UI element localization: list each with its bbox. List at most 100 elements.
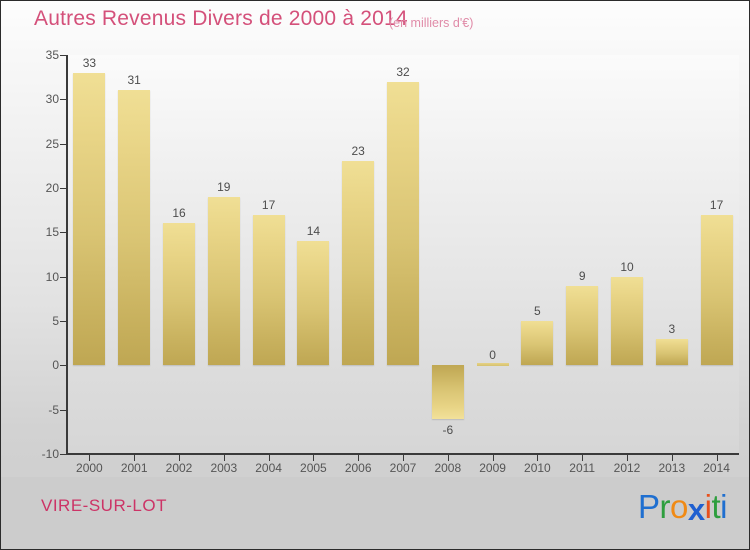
y-axis-tick-label: 0	[13, 359, 59, 371]
bar[interactable]	[297, 241, 330, 366]
bar-value-label: 16	[172, 206, 186, 221]
bar-value-label: 5	[534, 304, 541, 318]
bar[interactable]	[566, 285, 599, 366]
x-axis-tick-label: 2000	[76, 461, 103, 475]
x-axis-tick	[179, 455, 180, 461]
bar[interactable]	[252, 214, 285, 366]
y-axis-tick-label: 30	[13, 93, 59, 105]
logo-letter-o: o	[670, 488, 688, 525]
y-axis-tick-label-text: 10	[45, 269, 59, 284]
bar-value-label: 14	[306, 224, 321, 239]
y-axis-tick	[60, 409, 67, 411]
y-axis-tick	[60, 188, 67, 189]
x-axis-tick-label: 2001	[120, 461, 148, 475]
bar-value-label: 3	[668, 321, 676, 336]
x-axis-tick-label: 2012	[613, 461, 641, 475]
y-axis-tick	[60, 143, 67, 145]
commune-name: VIRE-SUR-LOT	[41, 496, 167, 515]
x-axis-tick-label: 2006	[344, 461, 372, 475]
y-axis-tick-label: 10	[13, 271, 59, 283]
y-axis-tick-label: 15	[13, 226, 59, 238]
x-axis-tick	[134, 455, 136, 461]
bar-value-label: 9	[578, 268, 586, 283]
y-axis-tick-label: 5	[13, 315, 59, 327]
logo-letter-i-first: i	[704, 488, 712, 525]
x-axis-tick	[313, 455, 315, 461]
y-axis-tick-label-text: -5	[48, 402, 59, 417]
y-axis-tick-label-text: 35	[45, 48, 59, 62]
y-axis-tick	[60, 99, 67, 101]
y-axis-tick-label-text: 15	[45, 225, 59, 240]
bar-value-label: 31	[127, 73, 141, 88]
logo-letter-i-second: i	[720, 488, 727, 525]
y-axis-tick-label: -5	[13, 404, 59, 416]
x-axis-tick-label: 2008	[434, 461, 462, 475]
x-axis-tick	[671, 455, 673, 461]
bar[interactable]	[73, 72, 106, 366]
bar-value-label: 17	[261, 197, 276, 212]
y-axis-tick-label-text: -10	[41, 447, 59, 461]
x-axis-tick	[627, 455, 628, 461]
x-axis-tick-label: 2005	[300, 461, 327, 475]
logo-letter-x: x	[687, 492, 705, 527]
x-axis-tick-label: 2004	[255, 461, 282, 475]
y-axis-tick-label-text: 0	[52, 358, 59, 373]
y-axis-tick-label-text: 5	[52, 314, 59, 328]
x-axis-tick	[403, 455, 404, 461]
y-axis-tick	[60, 321, 67, 322]
x-axis-tick	[447, 455, 449, 461]
logo-letter-t: t	[711, 488, 721, 525]
y-axis-tick-label: 25	[13, 138, 59, 150]
y-axis-tick-label: 35	[13, 49, 59, 61]
x-axis-tick-label: 2010	[524, 461, 551, 475]
logo-letter-p: P	[638, 488, 660, 525]
y-axis-tick	[60, 365, 67, 367]
y-axis-tick-label: -10	[13, 448, 59, 460]
x-axis-tick	[223, 455, 225, 461]
x-axis-tick-label: 2011	[569, 461, 596, 475]
x-axis-tick-label: 2007	[389, 461, 417, 475]
bar[interactable]	[700, 214, 733, 366]
x-axis-tick	[716, 455, 718, 461]
x-axis-tick	[582, 455, 584, 461]
x-axis-tick	[358, 455, 360, 461]
bar-value-label: 23	[351, 144, 365, 159]
x-axis-tick-label: 2003	[210, 461, 238, 475]
page-title: Autres Revenus Divers de 2000 à 2014	[34, 7, 408, 30]
y-axis-tick	[60, 232, 67, 234]
x-axis-tick-label: 2002	[165, 461, 193, 475]
bar-value-label: 19	[217, 179, 231, 194]
bar-value-label: 10	[620, 259, 634, 274]
bar-value-label: 33	[82, 55, 97, 70]
bar[interactable]	[163, 223, 195, 366]
bar[interactable]	[342, 161, 375, 366]
x-axis-tick	[537, 455, 539, 461]
y-axis-tick	[60, 454, 67, 455]
x-axis-tick-label: 2013	[658, 461, 686, 475]
x-axis-line	[66, 453, 739, 455]
bar[interactable]	[655, 338, 688, 366]
y-axis-tick	[60, 276, 67, 278]
y-axis-tick	[60, 55, 67, 56]
bar-value-label: 32	[396, 64, 410, 79]
y-axis-line	[66, 55, 68, 455]
y-axis-tick-label: 20	[13, 182, 59, 194]
x-axis-tick-label: 2014	[703, 461, 730, 475]
proxiti-logo[interactable]: Proxiti	[638, 485, 727, 529]
bar[interactable]	[476, 363, 509, 367]
chart-header: Autres Revenus Divers de 2000 à 2014 (en…	[1, 1, 749, 45]
bar-value-label: -6	[442, 422, 454, 437]
x-axis-tick-label: 2009	[479, 461, 506, 475]
bar-value-label: 0	[489, 348, 496, 363]
bar[interactable]	[387, 81, 419, 366]
bar[interactable]	[611, 276, 643, 366]
chart-footer: VIRE-SUR-LOT Proxiti	[1, 477, 749, 549]
logo-letter-r: r	[659, 488, 671, 525]
bar[interactable]	[431, 365, 464, 419]
x-axis-tick	[89, 455, 91, 461]
y-axis-tick-label-text: 25	[45, 136, 59, 151]
bar[interactable]	[207, 196, 240, 366]
y-axis-tick-label-text: 20	[45, 181, 59, 195]
bar[interactable]	[118, 90, 151, 366]
bar[interactable]	[521, 321, 554, 366]
